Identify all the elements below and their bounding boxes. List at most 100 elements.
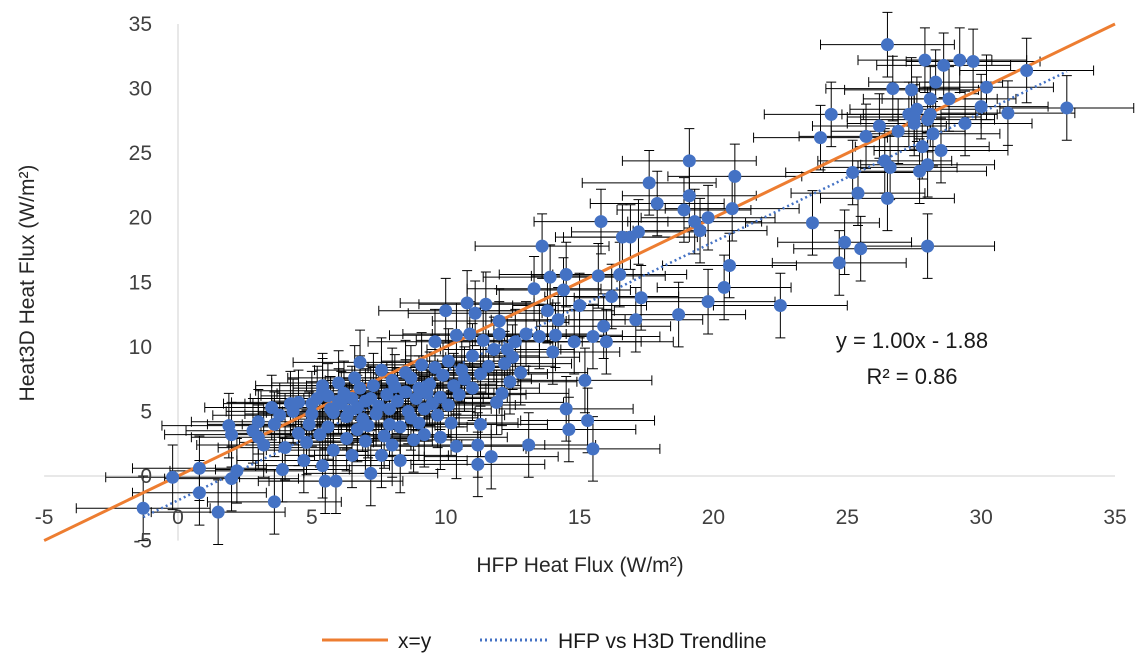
y-tick-label: 30 — [129, 78, 152, 101]
data-point — [334, 397, 348, 411]
y-axis-title: Heat3D Heat Flux (W/m²) — [16, 165, 39, 402]
data-point — [859, 129, 873, 143]
data-point — [415, 358, 429, 372]
data-point — [543, 270, 557, 284]
data-point — [682, 189, 696, 203]
data-point — [316, 459, 330, 473]
data-point — [377, 429, 391, 443]
data-point — [594, 215, 608, 229]
data-point — [452, 388, 466, 402]
data-point — [514, 366, 528, 380]
data-point — [557, 283, 571, 297]
data-point — [958, 116, 972, 130]
x-tick-label: 10 — [434, 506, 457, 529]
data-point — [854, 242, 868, 256]
data-point — [934, 144, 948, 158]
data-point — [832, 256, 846, 270]
data-point — [482, 359, 496, 373]
data-point — [923, 92, 937, 106]
data-point — [332, 376, 346, 390]
data-point — [291, 426, 305, 440]
data-point — [374, 363, 388, 377]
x-tick-label: 35 — [1103, 506, 1126, 529]
x-tick-label: 15 — [568, 506, 591, 529]
data-points — [136, 38, 1074, 519]
data-point — [814, 131, 828, 145]
data-point — [374, 448, 388, 462]
data-point — [382, 402, 396, 416]
data-point — [846, 166, 860, 180]
data-point — [297, 454, 311, 468]
data-point — [476, 333, 490, 347]
data-point — [439, 304, 453, 318]
data-point — [495, 386, 509, 400]
y-tick-label: 5 — [140, 400, 152, 423]
legend-label-trendline: HFP vs H3D Trendline — [558, 630, 767, 653]
data-point — [773, 299, 787, 313]
data-point — [136, 501, 150, 515]
data-point — [591, 269, 605, 283]
data-point — [305, 407, 319, 421]
axes — [44, 24, 1115, 541]
data-point — [388, 380, 402, 394]
data-point — [506, 350, 520, 364]
data-point — [1001, 106, 1015, 120]
data-point — [921, 158, 935, 172]
data-point — [838, 235, 852, 249]
data-point — [474, 367, 488, 381]
data-point — [650, 197, 664, 211]
x-axis-title: HFP Heat Flux (W/m²) — [476, 554, 683, 577]
data-point — [851, 186, 865, 200]
data-point — [1060, 101, 1074, 115]
data-point — [599, 335, 613, 349]
data-point — [428, 335, 442, 349]
data-point — [267, 495, 281, 509]
trendline — [142, 70, 1068, 519]
data-point — [805, 216, 819, 230]
data-point — [546, 345, 560, 359]
data-point — [559, 402, 573, 416]
data-point — [345, 448, 359, 462]
data-point — [586, 330, 600, 344]
data-point — [717, 280, 731, 294]
data-point — [449, 439, 463, 453]
data-point — [399, 385, 413, 399]
data-point — [273, 408, 287, 422]
legend-label-identity: x=y — [398, 630, 432, 653]
data-point — [677, 203, 691, 217]
data-point — [222, 419, 236, 433]
data-point — [915, 140, 929, 154]
data-point — [701, 295, 715, 309]
data-point — [313, 428, 327, 442]
data-point — [548, 328, 562, 342]
data-point — [444, 416, 458, 430]
data-point — [597, 319, 611, 333]
data-point — [361, 419, 375, 433]
data-point — [573, 299, 587, 313]
data-point — [532, 330, 546, 344]
data-point — [492, 327, 506, 341]
y-tick-label: 0 — [140, 465, 152, 488]
data-point — [457, 372, 471, 386]
data-point — [722, 258, 736, 272]
data-point — [251, 430, 265, 444]
data-point — [364, 466, 378, 480]
data-point — [468, 306, 482, 320]
data-point — [265, 401, 279, 415]
data-point — [291, 395, 305, 409]
data-point — [942, 92, 956, 106]
data-point — [567, 335, 581, 349]
data-point — [321, 420, 335, 434]
x-tick-label: 30 — [969, 506, 992, 529]
data-point — [629, 313, 643, 327]
data-point — [613, 268, 627, 282]
data-point — [886, 82, 900, 96]
trendline-equation: y = 1.00x - 1.88 — [836, 328, 988, 353]
data-point — [428, 361, 442, 375]
data-point — [682, 154, 696, 168]
data-point — [540, 304, 554, 318]
y-tick-label: 15 — [129, 271, 152, 294]
data-point — [929, 75, 943, 89]
data-point — [474, 417, 488, 431]
data-point — [192, 461, 206, 475]
